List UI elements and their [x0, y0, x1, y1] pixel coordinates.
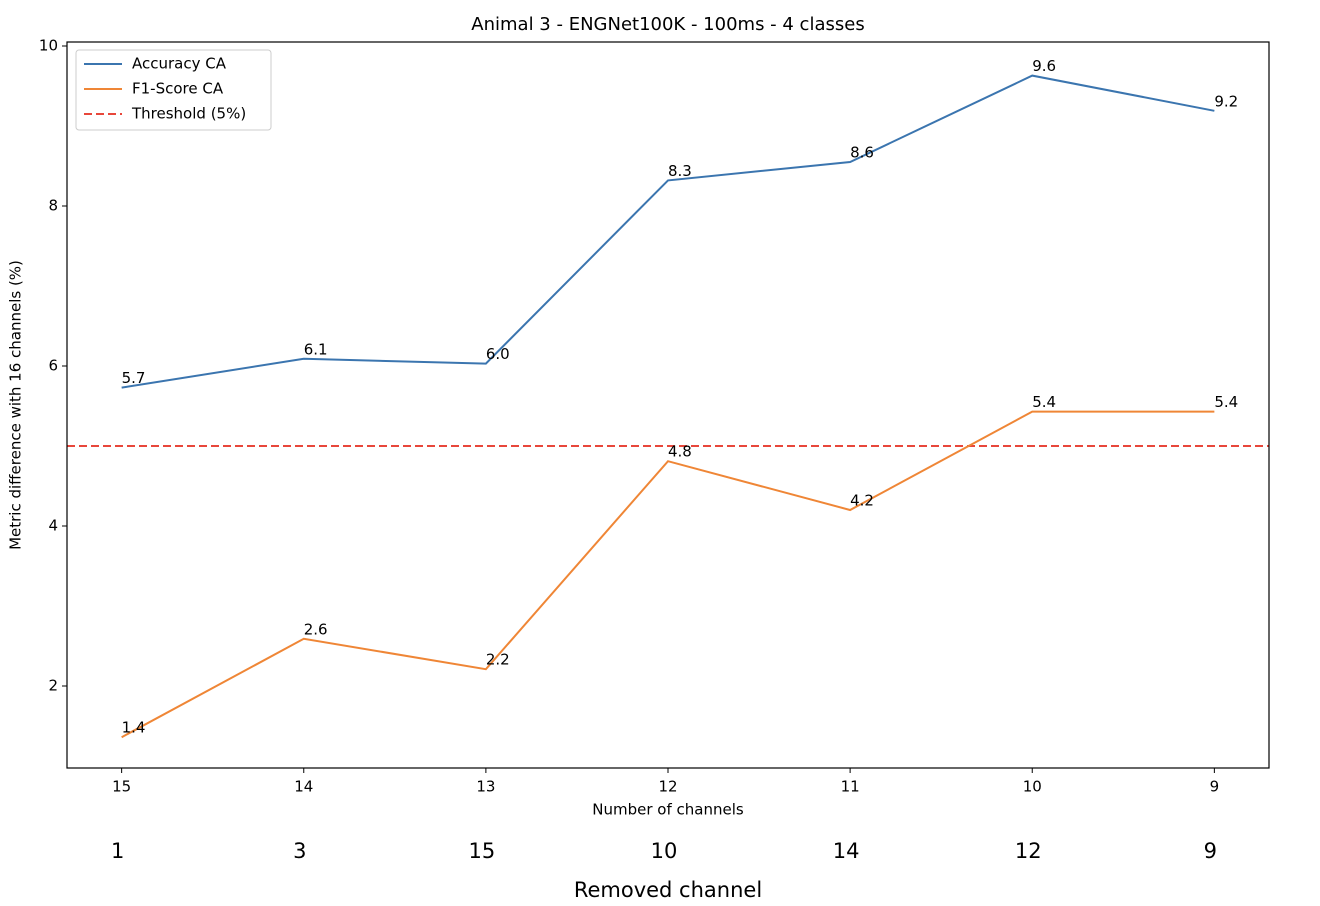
value-label: 5.4 — [1214, 393, 1238, 411]
value-label: 6.1 — [304, 340, 328, 358]
value-label: 5.7 — [122, 369, 146, 387]
removed-channel-label: Removed channel — [574, 878, 762, 902]
legend-box — [75, 49, 272, 131]
chart-title: Animal 3 - ENGNet100K - 100ms - 4 classe… — [471, 14, 864, 35]
x-tick-label: 10 — [1023, 778, 1042, 796]
removed-channel: 10 — [651, 839, 678, 863]
x-tick-label: 11 — [841, 778, 860, 796]
x-tick-label: 12 — [658, 778, 677, 796]
removed-channel: 12 — [1015, 839, 1042, 863]
legend-label: F1-Score CA — [132, 80, 224, 98]
series-line — [121, 74, 1215, 389]
removed-channel: 3 — [293, 839, 306, 863]
x-tick-label: 9 — [1210, 778, 1220, 796]
x-tick-label: 13 — [476, 778, 495, 796]
y-tick-label: 4 — [48, 517, 58, 535]
x-tick-label: 15 — [112, 778, 131, 796]
y-tick-label: 8 — [48, 197, 58, 215]
value-label: 9.2 — [1214, 92, 1238, 110]
y-axis-label: Metric difference with 16 channels (%) — [7, 260, 25, 550]
value-label: 5.4 — [1032, 393, 1056, 411]
plot-frame — [66, 41, 1270, 769]
value-label: 4.2 — [850, 492, 874, 510]
removed-channel: 1 — [111, 839, 124, 863]
value-label: 8.3 — [668, 162, 692, 180]
legend-label: Threshold (5%) — [131, 105, 246, 123]
value-label: 2.2 — [486, 651, 510, 669]
series-line — [121, 410, 1215, 739]
x-axis-label: Number of channels — [592, 801, 744, 819]
y-tick-label: 6 — [48, 357, 58, 375]
x-tick-label: 14 — [294, 778, 313, 796]
removed-channel: 9 — [1204, 839, 1217, 863]
value-label: 4.8 — [668, 443, 692, 461]
removed-channel: 14 — [833, 839, 860, 863]
value-label: 6.0 — [486, 345, 510, 363]
legend-label: Accuracy CA — [132, 55, 227, 73]
value-label: 9.6 — [1032, 57, 1056, 75]
value-label: 8.6 — [850, 144, 874, 162]
value-label: 1.4 — [122, 719, 146, 737]
value-label: 2.6 — [304, 620, 328, 638]
y-tick-label: 10 — [39, 37, 58, 55]
removed-channel: 15 — [469, 839, 496, 863]
y-tick-label: 2 — [48, 677, 58, 695]
